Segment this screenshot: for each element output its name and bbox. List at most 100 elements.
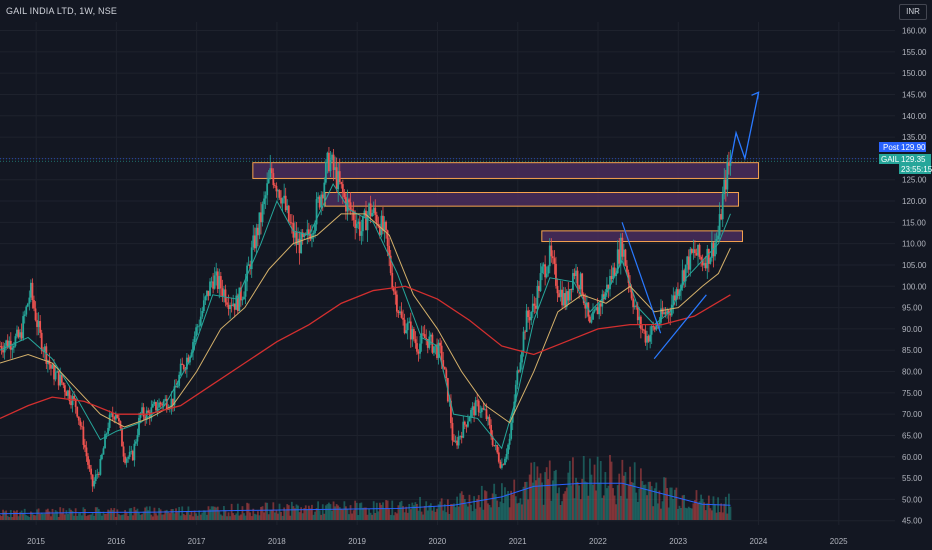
candle-body — [215, 271, 218, 276]
volume-bar — [173, 513, 176, 520]
volume-bar — [312, 514, 315, 520]
candle-body — [216, 271, 219, 289]
candle-body — [573, 273, 576, 277]
drawings-layer[interactable] — [621, 91, 760, 360]
candle-body — [202, 300, 205, 312]
candle-body — [627, 272, 630, 283]
volume-bar — [406, 512, 409, 520]
candle-body — [312, 232, 315, 235]
candle-body — [684, 264, 687, 282]
volume-bar — [584, 481, 587, 520]
volume-bar — [643, 484, 645, 520]
volume-bar — [388, 509, 391, 520]
candle-body — [204, 296, 207, 301]
volume-bar — [250, 516, 253, 520]
candle-body — [113, 416, 116, 420]
candle-body — [121, 428, 123, 447]
volume-bar — [329, 504, 332, 520]
candle-body — [267, 177, 270, 184]
candle-body — [550, 245, 553, 257]
candle-body — [16, 329, 18, 337]
volume-bar — [159, 509, 162, 520]
price-axis[interactable]: 160.00155.00150.00145.00140.00135.00130.… — [902, 27, 927, 526]
y-tick-label: 95.00 — [902, 304, 923, 313]
candle-body — [46, 360, 49, 364]
candle-body — [487, 417, 489, 419]
resistance-zones[interactable] — [0, 158, 895, 243]
volume-bar — [487, 503, 489, 520]
candle-body — [275, 185, 278, 192]
candle-body — [403, 319, 406, 334]
candle-body — [729, 160, 732, 166]
candle-body — [579, 273, 582, 290]
volume-bar — [292, 506, 295, 520]
candle-body — [663, 312, 665, 315]
candle-body — [700, 256, 703, 260]
candle-body — [277, 190, 279, 192]
volume-bar — [534, 480, 537, 520]
candle-body — [315, 199, 318, 225]
candle-body — [343, 192, 346, 198]
time-axis[interactable]: 2015 2016 2017 2018 2019 2020 2021 2022 2023 2024… — [27, 537, 848, 546]
volume-bar — [440, 498, 443, 520]
candle-body — [615, 273, 618, 277]
candle-body — [451, 422, 454, 441]
candle-body — [510, 422, 513, 439]
volume-bar — [74, 508, 77, 520]
volume-bar — [470, 504, 472, 520]
volume-bar — [184, 515, 187, 520]
candle-body — [536, 285, 539, 309]
volume-bar — [101, 515, 103, 520]
candle-body — [389, 255, 392, 273]
volume-bar — [8, 517, 11, 520]
candle-body — [303, 233, 306, 237]
candle-body — [388, 245, 391, 256]
currency-selector[interactable]: INR — [899, 4, 927, 20]
candle-body — [50, 364, 52, 369]
candle-body — [465, 424, 468, 427]
candle-body — [502, 464, 505, 466]
candle-body — [253, 235, 256, 249]
volume-bar — [641, 481, 644, 520]
volume-bar — [621, 459, 624, 520]
candle-body — [128, 451, 131, 457]
candle-body — [60, 374, 63, 383]
candle-body — [402, 317, 404, 320]
volume-bar — [666, 488, 669, 520]
volume-bar — [482, 509, 485, 520]
volume-bar — [555, 469, 557, 520]
candle-body — [37, 321, 40, 327]
volume-bar — [619, 495, 622, 520]
volume-bar — [206, 514, 208, 520]
candle-body — [84, 444, 86, 448]
volume-bar — [709, 508, 712, 520]
x-tick-label: 2022 — [589, 537, 607, 546]
candle-body — [641, 328, 644, 330]
candle-body — [473, 406, 475, 416]
candle-body — [156, 407, 159, 411]
candle-body — [59, 374, 62, 386]
candle-body — [582, 294, 585, 304]
volume-bar — [476, 498, 479, 520]
volume-bar — [178, 507, 181, 520]
volume-bar — [416, 503, 418, 520]
candle-body — [292, 223, 295, 238]
volume-bar — [646, 495, 648, 520]
volume-bar — [380, 504, 383, 520]
candle-body — [213, 275, 216, 289]
candle-body — [559, 289, 562, 298]
volume-bar — [0, 516, 3, 520]
candle-body — [394, 291, 397, 295]
candle-body — [726, 162, 729, 190]
candle-body — [357, 221, 360, 224]
volume-bar — [686, 508, 689, 520]
candle-body — [3, 345, 6, 353]
volume-bar — [724, 496, 727, 520]
volume-bar — [652, 506, 655, 520]
volume-bar — [596, 456, 599, 520]
candle-body — [145, 410, 148, 420]
volume-bar — [451, 503, 454, 520]
volume-bar — [667, 507, 670, 520]
candle-body — [527, 310, 530, 317]
